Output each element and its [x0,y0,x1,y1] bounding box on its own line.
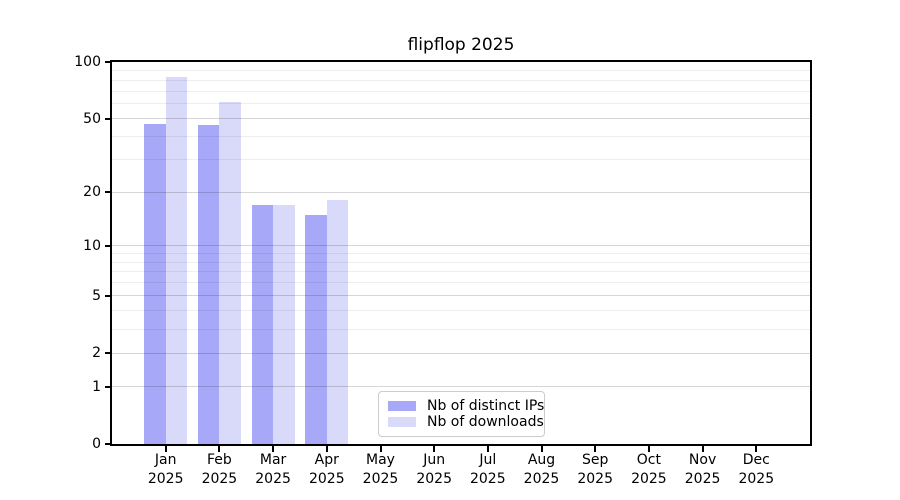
y-tick-label-20: 20 [83,184,101,200]
gridline-minor-3 [112,328,810,330]
x-tick-label-oct: Oct 2025 [631,452,667,487]
gridline-minor-9 [112,252,810,254]
x-tick-label-jul: Jul 2025 [469,452,506,487]
bar-apr-distinct-ips [305,214,327,444]
y-tick-0 [105,443,112,445]
x-tick-jan [164,446,167,452]
gridline-minor-8 [112,261,810,263]
x-tick-dec [755,446,758,452]
x-tick-jun [433,446,436,452]
plot-area [112,62,810,444]
x-tick-sep [594,446,597,452]
y-tick-label-50: 50 [83,110,101,127]
x-tick-label-aug: Aug 2025 [523,452,560,487]
y-tick-5 [105,294,112,297]
gridline-major-20 [112,191,810,193]
chart-title: flipflop 2025 [407,35,515,55]
y-tick-label-5: 5 [92,287,101,304]
gridline-minor-70 [112,90,810,92]
gridline-major-50 [112,118,810,120]
gridline-minor-60 [112,103,810,105]
y-tick-100 [105,61,112,63]
y-tick-10 [105,244,112,247]
gridline-minor-40 [112,136,810,138]
x-tick-label-mar: Mar 2025 [255,452,291,487]
gridline-minor-30 [112,159,810,161]
gridline-minor-90 [112,70,810,72]
gridline-minor-6 [112,282,810,284]
x-tick-aug [540,446,543,452]
y-tick-1 [105,385,112,388]
y-tick-label-100: 100 [74,54,101,70]
bar-apr-downloads [326,200,349,444]
legend-item-downloads: Nb of downloads [388,414,544,430]
gridline-major-5 [112,295,810,297]
y-tick-50 [105,117,112,120]
gridline-major-10 [112,245,810,246]
y-tick-label-10: 10 [83,237,101,254]
legend-label-downloads: Nb of downloads [427,414,544,430]
x-tick-label-jun: Jun 2025 [416,452,452,487]
gridline-minor-80 [112,79,810,81]
bar-mar-downloads [273,204,295,444]
y-tick-2 [105,352,112,355]
x-tick-label-dec: Dec 2025 [738,452,775,487]
y-tick-label-2: 2 [92,345,101,362]
y-tick-label-1: 1 [92,378,101,395]
x-tick-label-may: May 2025 [362,452,399,487]
bar-jan-distinct-ips [144,123,166,444]
gridline-major-2 [112,352,810,354]
x-tick-mar [272,446,275,452]
bar-mar-distinct-ips [251,204,274,444]
legend-item-distinct-ips: Nb of distinct IPs [388,398,544,414]
gridline-minor-4 [112,310,810,312]
x-tick-oct [647,446,650,452]
legend: Nb of distinct IPs Nb of downloads [378,391,545,437]
bar-jan-downloads [165,77,188,444]
x-tick-may [379,446,382,452]
x-tick-label-apr: Apr 2025 [308,452,345,487]
x-tick-label-jan: Jan 2025 [147,452,184,487]
legend-swatch-downloads [388,417,416,427]
gridline-minor-7 [112,271,810,273]
x-tick-label-feb: Feb 2025 [201,452,238,487]
x-tick-nov [701,446,704,452]
legend-swatch-distinct-ips [388,401,416,411]
y-tick-20 [105,191,112,193]
gridline-major-1 [112,386,810,388]
x-tick-feb [218,446,221,452]
x-tick-jul [486,446,489,452]
x-tick-label-sep: Sep 2025 [577,452,613,487]
x-tick-apr [325,446,328,452]
bar-feb-downloads [219,102,241,444]
y-tick-label-0: 0 [92,436,101,452]
x-tick-label-nov: Nov 2025 [684,452,721,487]
bar-feb-distinct-ips [197,125,220,444]
legend-label-distinct-ips: Nb of distinct IPs [427,398,545,414]
